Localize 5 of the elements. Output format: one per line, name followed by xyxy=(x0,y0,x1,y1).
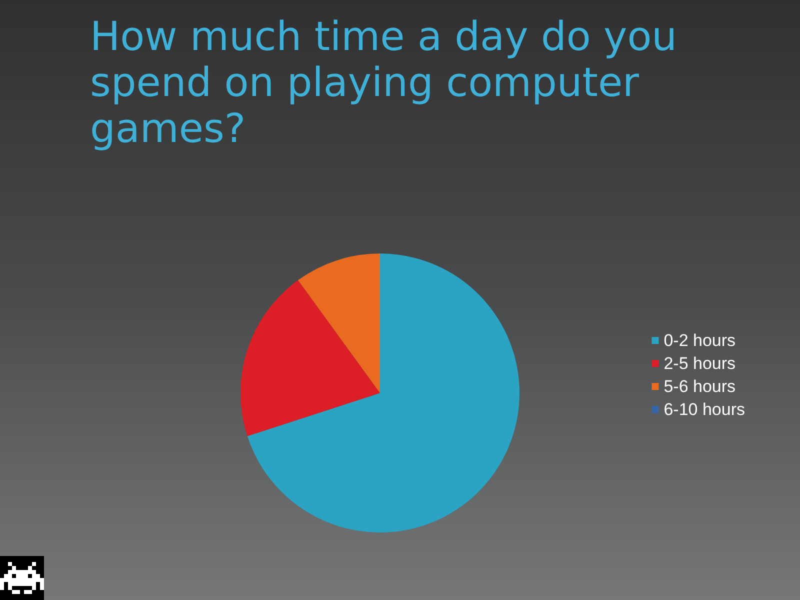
legend-label: 2-5 hours xyxy=(664,354,736,373)
legend-label: 0-2 hours xyxy=(664,331,736,350)
legend-label: 6-10 hours xyxy=(664,400,746,419)
chart-title: How much time a day do you spend on playing computer games? xyxy=(90,14,678,152)
legend-label: 5-6 hours xyxy=(664,377,736,396)
